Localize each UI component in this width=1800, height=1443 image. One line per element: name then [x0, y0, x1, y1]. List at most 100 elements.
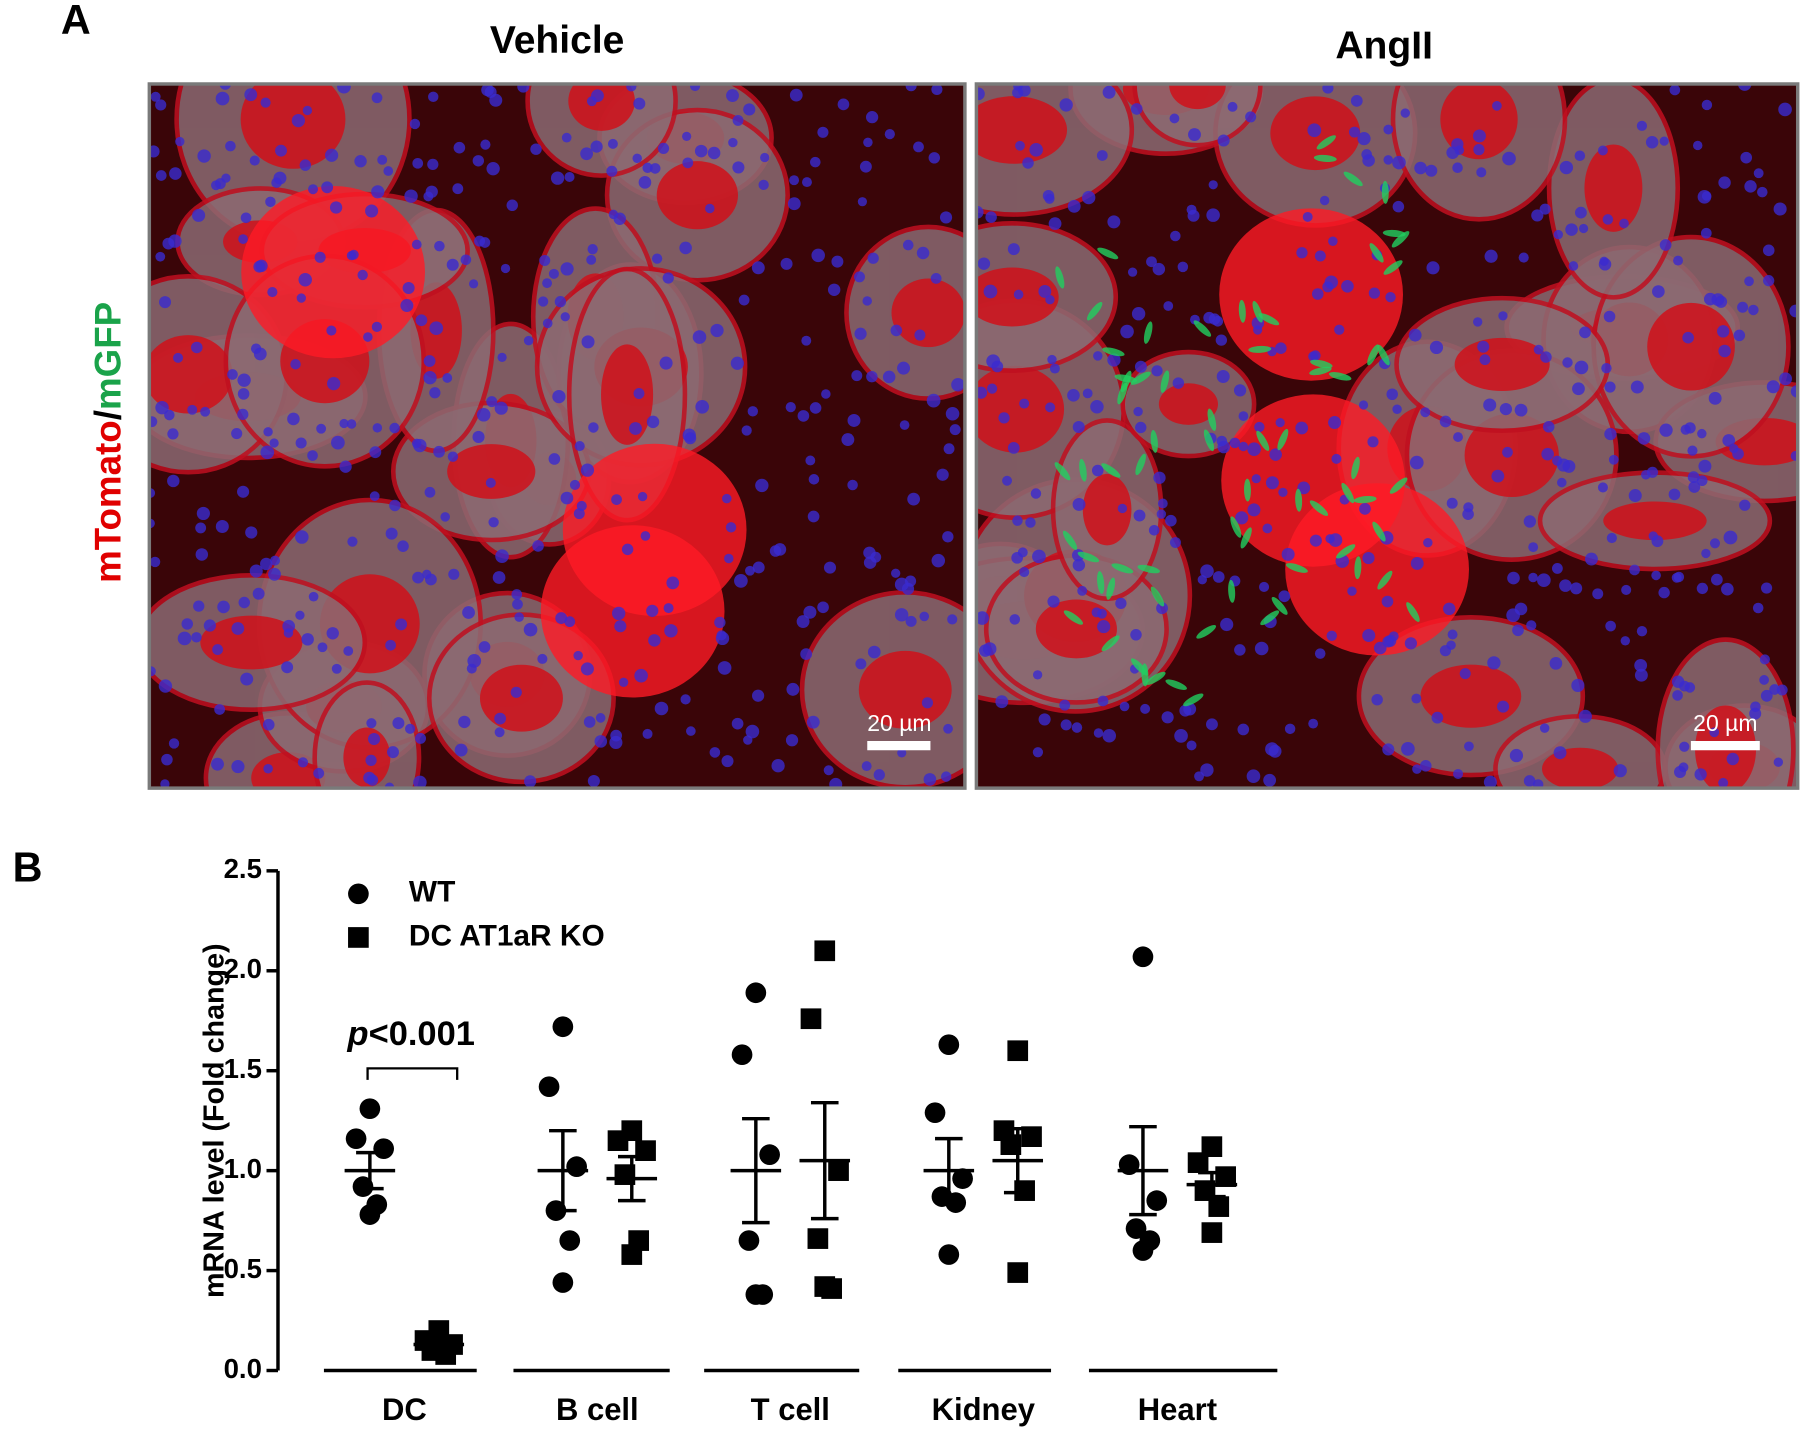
nucleus [1533, 344, 1544, 355]
gfp-cell [1309, 500, 1329, 516]
nucleus [721, 755, 734, 768]
nucleus [1604, 427, 1617, 441]
nucleus [1091, 464, 1104, 477]
nucleus [801, 335, 812, 346]
nucleus [554, 296, 567, 308]
gfp-cell [1354, 556, 1362, 580]
point [621, 1244, 643, 1265]
nucleus [866, 370, 878, 383]
gfp-cell [1238, 299, 1246, 323]
scale-bar-label: 20 µm [867, 710, 931, 736]
nucleus [150, 91, 161, 102]
nucleus [1696, 475, 1708, 487]
nucleus [1265, 742, 1279, 756]
nucleus [486, 396, 498, 408]
nucleus [1322, 83, 1334, 94]
nucleus [365, 204, 379, 218]
nucleus [1497, 700, 1510, 713]
nucleus [1163, 301, 1174, 311]
nucleus [1254, 641, 1269, 656]
y-tick-label: 0.0 [224, 1353, 262, 1384]
nucleus [542, 318, 553, 329]
nucleus [914, 329, 926, 341]
nucleus [1750, 701, 1761, 713]
nucleus [512, 598, 523, 610]
nucleus [1733, 329, 1746, 342]
nucleus [1325, 534, 1335, 544]
nucleus [1732, 447, 1744, 460]
nucleus [786, 682, 800, 696]
nucleus [1701, 191, 1712, 201]
nucleus [523, 335, 534, 346]
nucleus [1120, 324, 1134, 339]
nucleus [244, 88, 258, 102]
gfp-cell [1196, 624, 1217, 639]
nucleus [231, 427, 243, 440]
nucleus [580, 662, 594, 676]
nucleus [1127, 267, 1138, 277]
nucleus [1779, 372, 1792, 386]
nucleus [237, 373, 251, 387]
gfp-cell [1062, 530, 1078, 550]
nucleus [1760, 582, 1773, 594]
nucleus [1408, 328, 1422, 342]
nucleus [751, 261, 765, 275]
nucleus [469, 279, 479, 289]
nucleus [1404, 637, 1418, 650]
nucleus [1629, 564, 1640, 576]
gfp-cell [1183, 693, 1204, 707]
nucleus [532, 540, 544, 552]
nucleus [1102, 85, 1116, 99]
gfp-cell [1240, 527, 1252, 549]
nucleus [339, 418, 349, 429]
nucleus [732, 161, 745, 174]
gfp-cell [1377, 344, 1390, 366]
nucleus [897, 748, 907, 758]
nucleus [1269, 448, 1282, 461]
nucleus [1297, 481, 1311, 495]
nucleus [523, 622, 538, 637]
nucleus [253, 260, 266, 273]
nucleus [1392, 200, 1405, 213]
nucleus [1148, 524, 1160, 536]
nucleus [732, 114, 744, 126]
nucleus [1553, 229, 1563, 240]
image-title: Vehicle [490, 19, 625, 62]
nucleus [1042, 190, 1055, 202]
nucleus [467, 654, 482, 668]
nucleus [1476, 167, 1487, 178]
nucleus [1385, 291, 1396, 303]
nucleus [692, 330, 707, 344]
nucleus [573, 650, 583, 661]
nucleus [1254, 421, 1265, 433]
nucleus [339, 460, 352, 473]
nucleus [231, 760, 245, 774]
point [814, 940, 836, 962]
nucleus [539, 254, 551, 266]
nucleus [448, 568, 460, 580]
nucleus [651, 253, 663, 264]
gfp-cell [1137, 564, 1160, 574]
nucleus [614, 620, 627, 633]
gfp-cell [1256, 430, 1270, 451]
gfp-cell [1313, 154, 1337, 163]
lumen [1454, 337, 1550, 391]
nucleus [1367, 436, 1379, 448]
gfp-cell [1141, 663, 1149, 687]
nucleus [606, 165, 618, 177]
nucleus [1606, 532, 1617, 544]
nucleus [1135, 421, 1147, 434]
nucleus [1082, 388, 1093, 399]
nucleus [316, 423, 327, 434]
gfp-cell [1316, 135, 1336, 150]
nucleus [440, 512, 451, 522]
nucleus [1723, 530, 1738, 545]
nucleus [412, 157, 424, 169]
nucleus [949, 424, 961, 436]
nucleus [542, 278, 553, 289]
nucleus [1275, 342, 1287, 355]
nucleus [1737, 301, 1749, 313]
nucleus [682, 131, 692, 141]
nucleus [371, 185, 385, 199]
